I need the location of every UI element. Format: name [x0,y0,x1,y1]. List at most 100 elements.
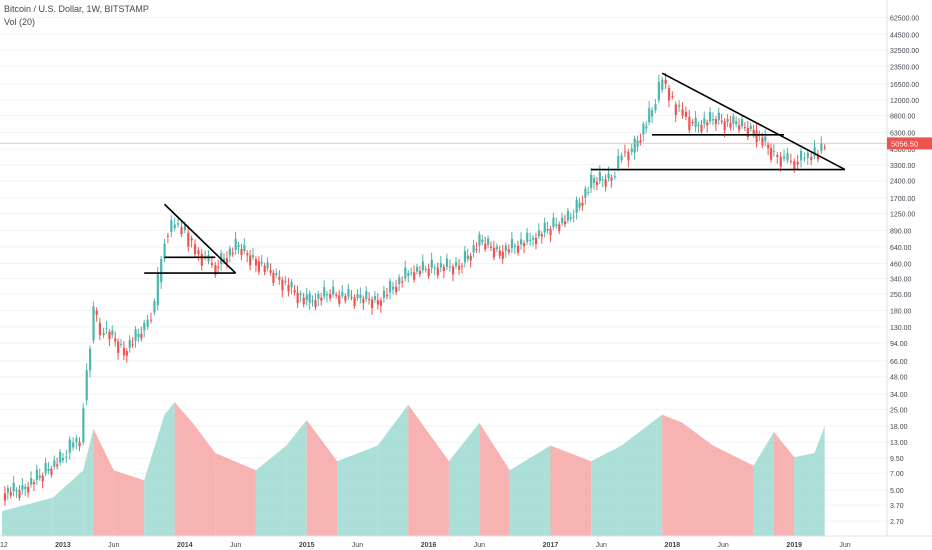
candle-body [243,245,246,252]
candle-body [187,232,190,247]
candle-body [108,331,111,340]
time-tick-label: 2019 [786,542,802,549]
candle-body [709,112,712,122]
time-tick-label: 12 [0,542,8,549]
volume-segment [306,420,338,536]
candle-body [61,457,65,461]
candle-body [131,344,134,346]
volume-segment [408,404,449,536]
candle-body [620,155,623,160]
volume-segment [682,422,713,536]
price-tick-label: 16500.00 [890,82,919,89]
candle-body [290,281,293,288]
time-tick-label: Jun [230,542,241,549]
price-tick-label: 25.00 [890,407,908,414]
time-tick-label: Jun [352,542,363,549]
candle-body [484,243,487,250]
candle-body [398,277,401,285]
candle-body [128,340,131,348]
price-tick-label: 1700.00 [890,196,915,203]
price-tick-label: 34.00 [890,392,908,399]
chart-legend: Bitcoin / U.S. Dollar, 1W, BITSTAMP Vol … [4,3,149,29]
candle-body [738,125,741,131]
candle-body [217,266,220,269]
candle-body [228,248,231,256]
candle-body [332,286,335,295]
candle-body [723,121,726,131]
price-tick-label: 640.00 [890,245,912,252]
candle-body [190,238,193,241]
candle-body [382,290,386,298]
candle-body [803,157,806,160]
price-tick-label: 2400.00 [890,179,915,186]
candle-body [105,327,108,329]
candle-body [323,287,326,297]
grid-lines [0,16,887,522]
candle-body [654,104,657,111]
candle-body [823,147,826,149]
candle-body [711,119,715,121]
candle-body [252,255,255,258]
candle-body [222,258,226,262]
candle-body [15,490,18,492]
candle-body [487,238,490,246]
candle-body [645,126,648,129]
candle-body [140,333,143,339]
candle-body [373,296,377,300]
price-tick-label: 340.00 [890,277,912,284]
volume-segment [448,422,480,536]
candle-body [592,177,596,183]
volume-segment [337,445,378,536]
candle-body [193,244,197,255]
candle-body [617,155,620,169]
candle-body [703,118,706,124]
candle-body [546,228,549,231]
volume-indicator-label[interactable]: Vol (20) [4,17,36,27]
candle-body [430,259,433,269]
candle-body [146,319,149,327]
candle-body [478,234,481,246]
candle-body [678,105,681,107]
candle-body [427,268,430,277]
time-tick-label: Jun [717,542,728,549]
candle-body [338,295,341,304]
candle-body [779,156,782,167]
candle-body [623,151,627,153]
candle-body [810,156,813,161]
volume-segment [93,428,114,536]
candle-body [516,245,520,253]
candle-body [433,267,436,269]
candle-body [572,216,575,218]
candle-body [272,272,275,284]
candle-body [726,118,729,123]
candle-body [197,250,200,254]
candle-body [761,137,764,146]
candle-body [210,263,214,266]
candle-body [362,298,365,303]
candle-body [249,255,252,266]
candle-body [296,292,299,304]
candle-body [495,246,498,250]
trendline [661,72,846,171]
candle-body [489,246,493,248]
candle-body [27,486,30,493]
candle-body [214,265,217,275]
candle-body [729,122,732,128]
time-tick-label: 2013 [55,542,71,549]
candle-body [237,244,240,247]
candle-body [566,210,570,221]
symbol-title[interactable]: Bitcoin / U.S. Dollar, 1W, BITSTAMP [4,4,149,14]
candle-body [421,261,424,271]
candle-body [492,247,496,258]
candle-body [177,223,180,225]
candle-body [667,87,671,101]
candle-body [601,179,604,181]
candle-body [125,351,128,356]
candle-body [395,286,398,293]
candle-body [561,217,564,224]
candle-body [225,258,229,264]
candle-body [448,266,452,268]
volume-segment [479,422,510,536]
candle-body [9,492,12,496]
